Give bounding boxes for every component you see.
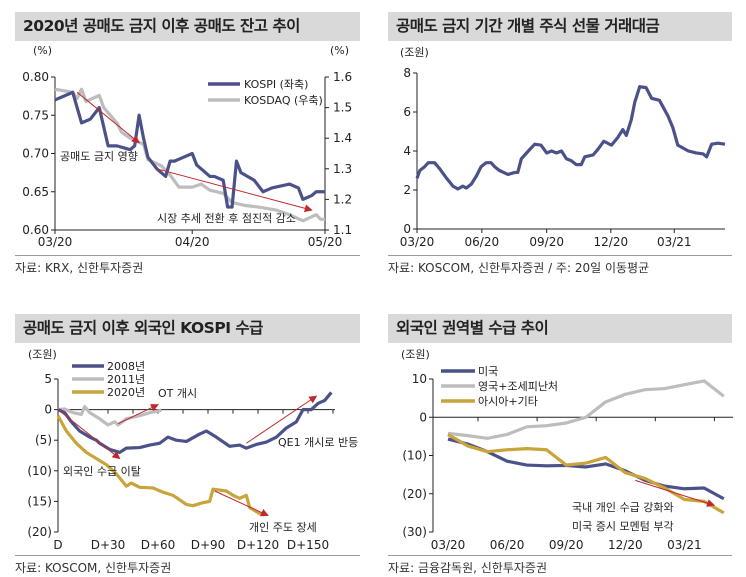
kosdaq-series-line: [54, 87, 325, 223]
chart2-source: 자료: KOSCOM, 신한투자증권 / 주: 20일 이동평균: [388, 261, 650, 275]
chart1-right-unit: (%): [330, 44, 349, 57]
chart3-legend-label: 2020년: [107, 386, 145, 399]
chart1-right-axis-tick-label: 1.3: [333, 162, 352, 176]
chart2-x-tick-label: 03/20: [400, 235, 435, 249]
chart3-unit: (조원): [28, 348, 57, 361]
chart4-x-tick-label: 12/20: [608, 538, 643, 552]
chart2-y-axis-tick-label: 4: [403, 144, 411, 158]
chart4-y-axis-tick-label: (20): [402, 487, 427, 501]
chart2-x-tick-label: 12/20: [594, 235, 629, 249]
series-영국+조세피난처-line: [447, 379, 725, 440]
chart3-x-tick-label: D+150: [287, 538, 329, 552]
chart4-legend-label: 영국+조세피난처: [478, 380, 558, 393]
chart4-x-tick-label: 06/20: [490, 538, 525, 552]
chart2-y-axis-tick-label: 2: [403, 183, 411, 197]
kospi-series-line: [54, 90, 325, 209]
chart3-y-axis-tick-label: (10): [27, 464, 52, 478]
chart2-x-tick-label: 03/21: [657, 235, 692, 249]
chart3-y-axis-tick-label: 5: [44, 372, 52, 386]
series-미국-line: [447, 437, 725, 501]
chart4-title: 외국인 권역별 수급 추이: [388, 314, 732, 343]
chart3-y-axis-tick-label: (15): [27, 494, 52, 508]
chart2-y-axis-tick-label: 6: [403, 105, 411, 119]
chart2-x-tick-label: 09/20: [529, 235, 564, 249]
chart3-y-axis-tick-label: (20): [27, 525, 52, 539]
chart4-annotation-label: 미국 증시 모멘텀 부각: [572, 520, 674, 533]
chart1-x-tick-label: 03/20: [38, 235, 73, 249]
futures-value-series-line: [415, 85, 726, 191]
series-2020년-line: [56, 414, 266, 517]
chart4-legend-label: 아시아+기타: [478, 395, 538, 408]
chart4-legend-label: 미국: [478, 365, 498, 378]
chart4-unit: (조원): [401, 348, 430, 361]
chart4-annotation-arrow: [635, 479, 716, 507]
chart1-annotation-label: 공매도 금지 영향: [60, 150, 138, 163]
chart4-annotation-label: 국내 개인 수급 강화와: [572, 501, 674, 514]
chart3-x-tick-label: D+90: [191, 538, 226, 552]
chart1-divider: [15, 255, 360, 256]
chart1-left-axis-tick-label: 0.75: [22, 108, 49, 122]
chart3-divider: [15, 555, 360, 556]
chart4-source: 자료: 금융감독원, 신한투자증권: [388, 561, 548, 575]
chart2-y-axis-tick-label: 8: [403, 66, 411, 80]
chart3-y-axis-tick-label: 0: [44, 403, 52, 417]
series-아시아+기타-line: [447, 433, 725, 515]
chart1-annotation-arrow: [156, 168, 313, 213]
chart1-annotation-label: 시장 추세 전환 후 점진적 감소: [157, 212, 296, 225]
chart4-y-axis-tick-label: (30): [402, 525, 427, 539]
chart3-x-tick-label: D: [53, 538, 62, 552]
chart3-annotation-label: 외국인 수급 이탈: [63, 465, 141, 478]
chart3-source: 자료: KOSCOM, 신한투자증권: [15, 561, 172, 575]
chart1-left-unit: (%): [33, 44, 52, 57]
chart3-annotation-label: QE1 개시로 반등: [278, 436, 358, 449]
chart3-annotation-label: 개인 주도 장세: [249, 521, 317, 534]
chart2-title: 공매도 금지 기간 개별 주식 선물 거래대금: [388, 12, 732, 41]
chart3-annotation-arrow: [57, 409, 121, 460]
chart2-unit: (조원): [400, 46, 429, 59]
chart3-annotation-label: OT 개시: [158, 387, 197, 400]
chart1-legend-label: KOSPI (좌축): [244, 78, 308, 91]
chart2-x-tick-label: 06/20: [465, 235, 500, 249]
chart3-x-tick-label: D+30: [91, 538, 126, 552]
chart4-y-axis-tick-label: 10: [412, 372, 427, 386]
chart4-x-tick-label: 03/20: [431, 538, 466, 552]
chart2-y-axis-tick-label: 0: [403, 222, 411, 236]
chart4-y-axis-tick-label: (10): [402, 449, 427, 463]
chart4-divider: [388, 555, 732, 556]
chart2-divider: [388, 255, 732, 256]
chart1-left-axis-tick-label: 0.80: [22, 70, 49, 84]
chart3-title: 공매도 금지 이후 외국인 KOSPI 수급: [15, 314, 360, 343]
chart4-x-tick-label: 09/20: [549, 538, 584, 552]
chart1-left-axis-tick-label: 0.65: [22, 185, 49, 199]
series-2011년-line: [57, 404, 163, 427]
chart1-right-axis-tick-label: 1.1: [333, 223, 352, 237]
chart3-x-tick-label: D+60: [141, 538, 176, 552]
chart1-legend-label: KOSDAQ (우축): [244, 94, 323, 107]
chart1-source: 자료: KRX, 신한투자증권: [15, 261, 144, 275]
chart1-right-axis-tick-label: 1.5: [333, 101, 352, 115]
chart1-right-axis-tick-label: 1.2: [333, 192, 352, 206]
chart1-left-axis-tick-label: 0.70: [22, 147, 49, 161]
chart3-annotation-arrow: [246, 395, 318, 444]
chart3-legend-label: 2008년: [107, 360, 145, 373]
chart3-x-tick-label: D+120: [237, 538, 279, 552]
chart3-annotation-arrow: [117, 404, 159, 425]
chart1-right-axis-tick-label: 1.6: [333, 70, 352, 84]
chart1-x-tick-label: 05/20: [308, 235, 343, 249]
chart3-legend-label: 2011년: [107, 373, 145, 386]
chart4-y-axis-tick-label: 0: [419, 410, 427, 424]
chart1-title: 2020년 공매도 금지 이후 공매도 잔고 추이: [15, 12, 360, 41]
chart1-annotation-arrow: [76, 91, 140, 144]
chart3-annotation-arrow: [214, 490, 269, 517]
chart4-x-tick-label: 03/21: [667, 538, 702, 552]
chart1-x-tick-label: 04/20: [175, 235, 210, 249]
chart3-y-axis-tick-label: (5): [35, 433, 52, 447]
chart1-left-axis-tick-label: 0.60: [22, 223, 49, 237]
chart1-right-axis-tick-label: 1.4: [333, 131, 352, 145]
